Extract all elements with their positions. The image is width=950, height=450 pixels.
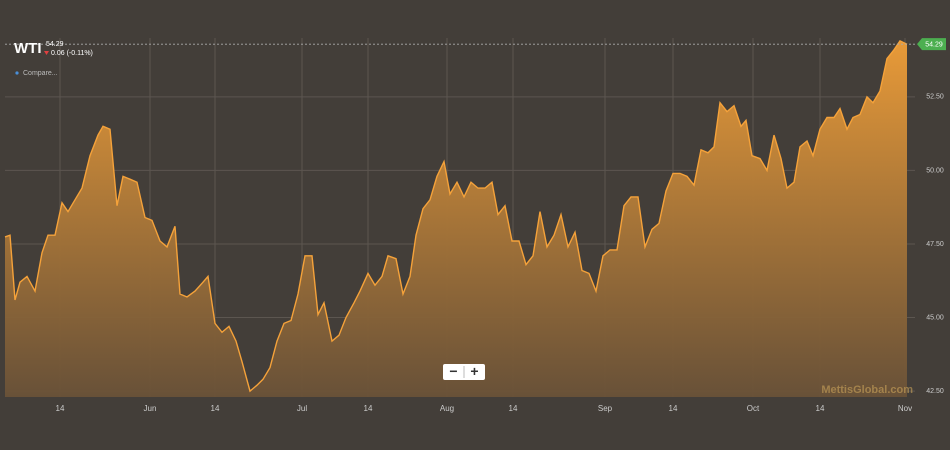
down-arrow [44,51,49,55]
zoom-out-button[interactable]: − [449,363,457,379]
x-tick-label: 14 [211,404,220,413]
x-tick-label: Aug [440,404,454,413]
x-tick-label: Oct [747,404,760,413]
y-tick-label: 42.50 [926,388,944,395]
x-tick-label: Sep [598,404,613,413]
x-tick-label: 14 [669,404,678,413]
x-tick-label: Jun [144,404,157,413]
x-tick-label: Jul [297,404,307,413]
price-line [4,40,908,393]
y-tick-label: 47.50 [926,241,944,248]
compare-link[interactable]: Compare... [23,70,58,77]
last-price-badge [917,38,946,51]
watermark: MettisGlobal.com [821,384,913,396]
y-tick-label: 52.50 [926,94,944,101]
y-tick-label: 45.00 [926,314,944,321]
plot [4,40,915,398]
compare-dot [15,71,19,75]
header-price: 54.29 [46,41,64,48]
change: 0.06 (-0.11%) [51,50,93,57]
y-tick-label: 50.00 [926,167,944,174]
x-tick-label: Nov [898,404,912,413]
chart-title: WTI [14,40,42,57]
zoom-controls: − + [443,363,485,380]
x-tick-label: 14 [364,404,373,413]
x-tick-label: 14 [56,404,65,413]
area-fill [5,40,907,398]
last-price-label: 54.29 [925,42,943,49]
zoom-in-button[interactable]: + [470,363,478,379]
x-tick-label: 14 [509,404,518,413]
x-tick-label: 14 [816,404,825,413]
